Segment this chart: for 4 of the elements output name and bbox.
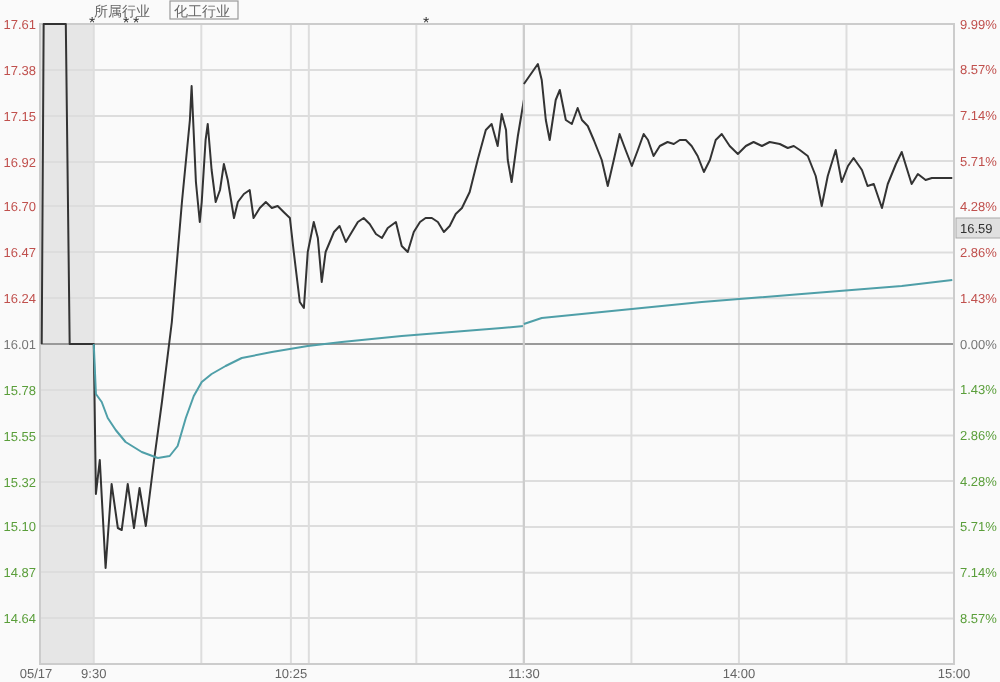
annotation: * (88, 14, 96, 32)
annotation: * (422, 14, 430, 32)
annotation: * (122, 14, 130, 32)
annotation: * (132, 14, 140, 32)
